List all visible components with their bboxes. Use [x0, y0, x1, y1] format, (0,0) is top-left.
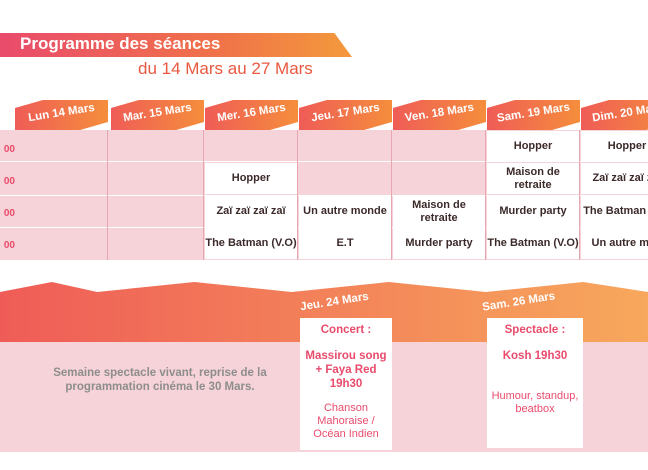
- screening-cell: The Batman (V.O: [581, 196, 648, 227]
- row-divider: [0, 195, 648, 196]
- day-column: Sam. 19 Mars Hopper Maison de retraite Murd…: [487, 100, 580, 260]
- empty-cell: [15, 196, 107, 227]
- footer-divider: [0, 450, 648, 452]
- event-desc-concert: Chanson Mahoraise / Océan Indien: [313, 402, 379, 441]
- empty-cell: [15, 163, 107, 194]
- column-divider: [391, 130, 392, 260]
- column-divider: [579, 130, 580, 260]
- empty-cell: [15, 228, 107, 259]
- empty-cell: [393, 131, 485, 162]
- column-divider: [297, 130, 298, 260]
- day-column: Mer. 16 Mars Hopper Zaï zaï zaï zaï The Bat…: [205, 100, 298, 260]
- day-ribbon: [111, 100, 204, 130]
- empty-cell: [111, 228, 203, 259]
- time-label: 00: [3, 208, 15, 219]
- event-title-concert: Massirou song + Faya Red 19h30: [305, 350, 387, 390]
- day-ribbon: [15, 100, 108, 130]
- empty-cell: [299, 163, 391, 194]
- day-ribbon: [581, 100, 648, 130]
- time-label: 00: [3, 144, 15, 155]
- empty-cell: [299, 131, 391, 162]
- event-title-spectacle: Kosh 19h30: [502, 350, 568, 362]
- empty-cell: [393, 163, 485, 194]
- day-column: Jeu. 17 Mars Un autre monde E.T: [299, 100, 392, 260]
- day-ribbon: [393, 100, 486, 130]
- column-divider: [203, 130, 204, 260]
- title-banner: [0, 33, 352, 57]
- event-box-sam-26: [487, 318, 583, 448]
- empty-cell: [111, 163, 203, 194]
- screening-cell: Un autre mon: [581, 228, 648, 259]
- screening-cell: Hopper: [581, 131, 648, 162]
- column-divider: [107, 130, 108, 260]
- day-ribbon: [205, 100, 298, 130]
- column-divider: [485, 130, 486, 260]
- screening-cell: Maison de retraite: [393, 196, 485, 227]
- screening-cell: Murder party: [393, 228, 485, 259]
- screening-cell: Zaï zaï zaï zaï: [581, 163, 648, 194]
- day-ribbon: [299, 100, 392, 130]
- screening-cell: Hopper: [487, 131, 579, 162]
- day-ribbon: [487, 100, 580, 130]
- event-desc-spectacle: Humour, standup, beatbox: [491, 390, 579, 416]
- day-column: Mar. 15 Mars: [111, 100, 204, 260]
- time-label: 00: [3, 176, 15, 187]
- event-type-concert: Concert :: [320, 324, 372, 336]
- page-subtitle: du 14 Mars au 27 Mars: [138, 59, 313, 78]
- empty-cell: [111, 196, 203, 227]
- day-column: Lun 14 Mars: [15, 100, 108, 260]
- row-divider: [0, 161, 648, 162]
- empty-cell: [205, 131, 297, 162]
- page-title: Programme des séances: [20, 34, 221, 53]
- screening-cell: Maison de retraite: [487, 163, 579, 194]
- time-label: 00: [3, 240, 15, 251]
- screening-cell: Hopper: [205, 163, 297, 194]
- event-type-spectacle: Spectacle :: [504, 324, 566, 336]
- screening-cell: E.T: [299, 228, 391, 259]
- screening-cell: Murder party: [487, 196, 579, 227]
- empty-cell: [111, 131, 203, 162]
- week2-notice: Semaine spectacle vivant, reprise de la …: [53, 367, 267, 394]
- screening-cell: Zaï zaï zaï zaï: [205, 196, 297, 227]
- screening-cell: Un autre monde: [299, 196, 391, 227]
- day-column: Ven. 18 Mars Maison de retraite Murder par…: [393, 100, 486, 260]
- screening-cell: The Batman (V.O): [487, 228, 579, 259]
- screening-cell: The Batman (V.O): [205, 228, 297, 259]
- row-divider: [0, 227, 648, 228]
- empty-cell: [15, 131, 107, 162]
- event-box-jeu-24: [300, 318, 392, 450]
